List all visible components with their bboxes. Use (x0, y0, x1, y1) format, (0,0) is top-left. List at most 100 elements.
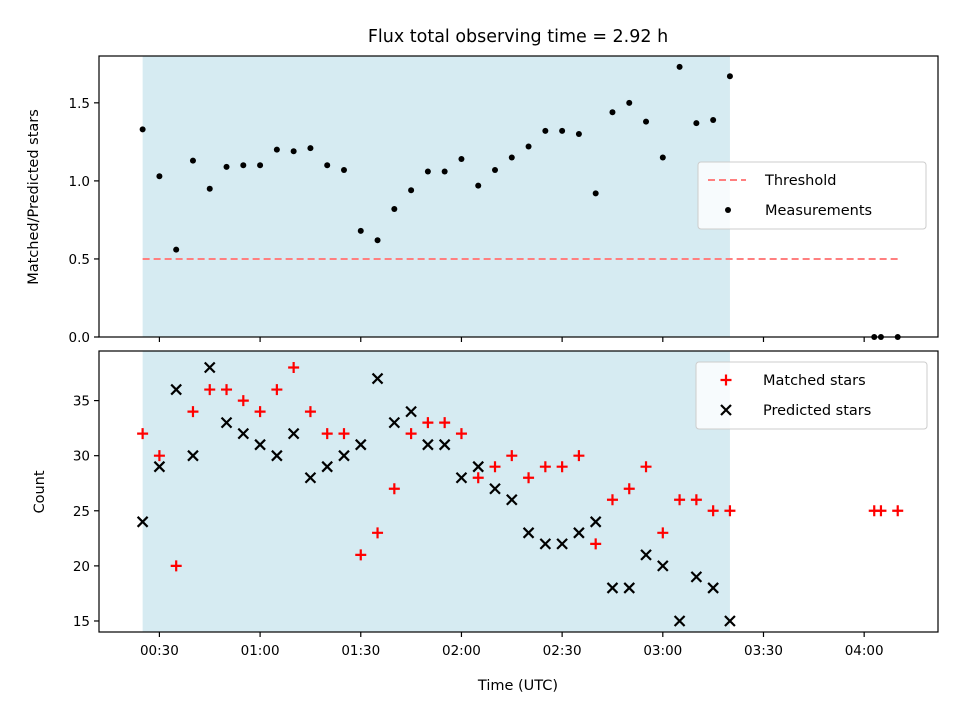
legend-matched-swatch (720, 374, 732, 386)
predicted-star-point (573, 527, 585, 539)
ratio-panel: 0.0 0.5 1.0 1.5 Threshold Measurements (69, 55, 939, 346)
predicted-star-point (405, 405, 417, 418)
chart-title: Flux total observing time = 2.92 h (368, 27, 668, 47)
measurement-point (206, 185, 213, 192)
predicted-star-point (707, 582, 719, 594)
x-tick-label: 03:00 (643, 643, 682, 659)
y-tick-label: 1.0 (69, 174, 90, 190)
matched-star-point (321, 428, 333, 440)
predicted-star-point (304, 471, 317, 484)
predicted-star-point (472, 460, 485, 473)
measurement-point (290, 148, 297, 155)
measurement-point (710, 117, 717, 124)
measurement-point (424, 168, 431, 175)
matched-star-point (388, 483, 400, 495)
measurement-point (156, 173, 163, 180)
measurement-point (726, 73, 733, 80)
legend-predicted-swatch (720, 404, 732, 416)
predicted-star-point (589, 516, 602, 528)
x-tick-label: 00:30 (140, 643, 179, 659)
predicted-star-point (287, 427, 300, 440)
y-tick-label: 15 (73, 614, 90, 630)
predicted-star-point (438, 438, 451, 451)
matched-star-point (674, 494, 686, 506)
y-tick-label: 25 (73, 504, 90, 520)
matched-star-point (489, 461, 501, 473)
matched-star-point (221, 384, 233, 396)
measurement-point (223, 163, 230, 170)
matched-star-point (355, 549, 367, 561)
predicted-star-point (556, 538, 568, 550)
x-axis-label: Time (UTC) (477, 678, 558, 694)
y-tick-label: 0.0 (69, 330, 90, 346)
measurement-point (374, 237, 381, 244)
x-tick-label: 01:30 (341, 643, 380, 659)
predicted-star-point (489, 482, 501, 495)
series-matched-stars (137, 362, 904, 572)
measurement-point (357, 227, 364, 234)
x-tick-label: 01:00 (241, 643, 280, 659)
predicted-star-point (170, 383, 182, 396)
measurement-point (492, 166, 499, 173)
matched-star-point (439, 417, 451, 429)
predicted-star-point (690, 571, 703, 583)
matched-star-point (606, 494, 618, 506)
x-tick-label: 03:30 (744, 643, 783, 659)
predicted-star-point (506, 493, 518, 506)
measurement-point (340, 166, 347, 173)
matched-star-point (539, 461, 551, 473)
predicted-star-point (640, 549, 652, 561)
top-panel-y-axis-label: Matched/Predicted stars (26, 109, 42, 285)
legend-label: Predicted stars (763, 403, 871, 419)
legend-label: Matched stars (763, 373, 866, 389)
measurement-point (273, 146, 280, 153)
count-panel: 15 20 25 30 35 00:30 01:00 01:30 02:00 02:30 03:00… (73, 350, 939, 659)
measurement-point (659, 154, 666, 161)
matched-star-point (170, 560, 182, 572)
matched-star-point (204, 384, 216, 396)
y-tick-label: 1.5 (69, 96, 90, 112)
predicted-star-point (422, 438, 434, 451)
measurement-point (173, 246, 180, 253)
measurement-point (609, 109, 616, 116)
measurement-point (441, 168, 448, 175)
matched-star-point (690, 494, 702, 506)
count-legend: Matched stars Predicted stars (695, 361, 928, 430)
matched-star-point (405, 428, 417, 440)
matched-star-point (187, 406, 199, 418)
predicted-star-point (203, 361, 216, 374)
predicted-star-point (254, 438, 266, 451)
matched-star-point (338, 428, 350, 440)
measurement-point (643, 118, 650, 125)
matched-star-point (523, 472, 535, 484)
measurement-point (189, 157, 196, 164)
predicted-star-point (271, 449, 283, 462)
matched-star-point (288, 362, 300, 374)
predicted-star-point (338, 449, 350, 462)
predicted-star-point (539, 538, 552, 550)
measurement-point (458, 156, 465, 163)
predicted-star-point (187, 449, 199, 462)
legend-label: Threshold (764, 173, 836, 189)
matched-star-point (237, 395, 249, 407)
plot-frame (98, 350, 939, 633)
matched-star-point (590, 538, 602, 550)
series-predicted-stars (136, 361, 736, 627)
matched-star-point (573, 450, 585, 462)
predicted-star-point (220, 416, 233, 429)
observing-window-span (142, 56, 730, 337)
measurement-point (626, 99, 633, 106)
x-tick-label: 02:00 (442, 643, 481, 659)
matched-star-point (640, 461, 652, 473)
measurement-point (508, 154, 515, 161)
predicted-star-point (673, 615, 686, 627)
legend-box (697, 161, 927, 230)
matched-star-point (556, 461, 568, 473)
matched-star-point (875, 505, 887, 517)
observing-window-span (142, 351, 730, 632)
measurement-point (391, 205, 398, 212)
ratio-legend: Threshold Measurements (697, 161, 927, 230)
predicted-star-point (657, 560, 669, 572)
